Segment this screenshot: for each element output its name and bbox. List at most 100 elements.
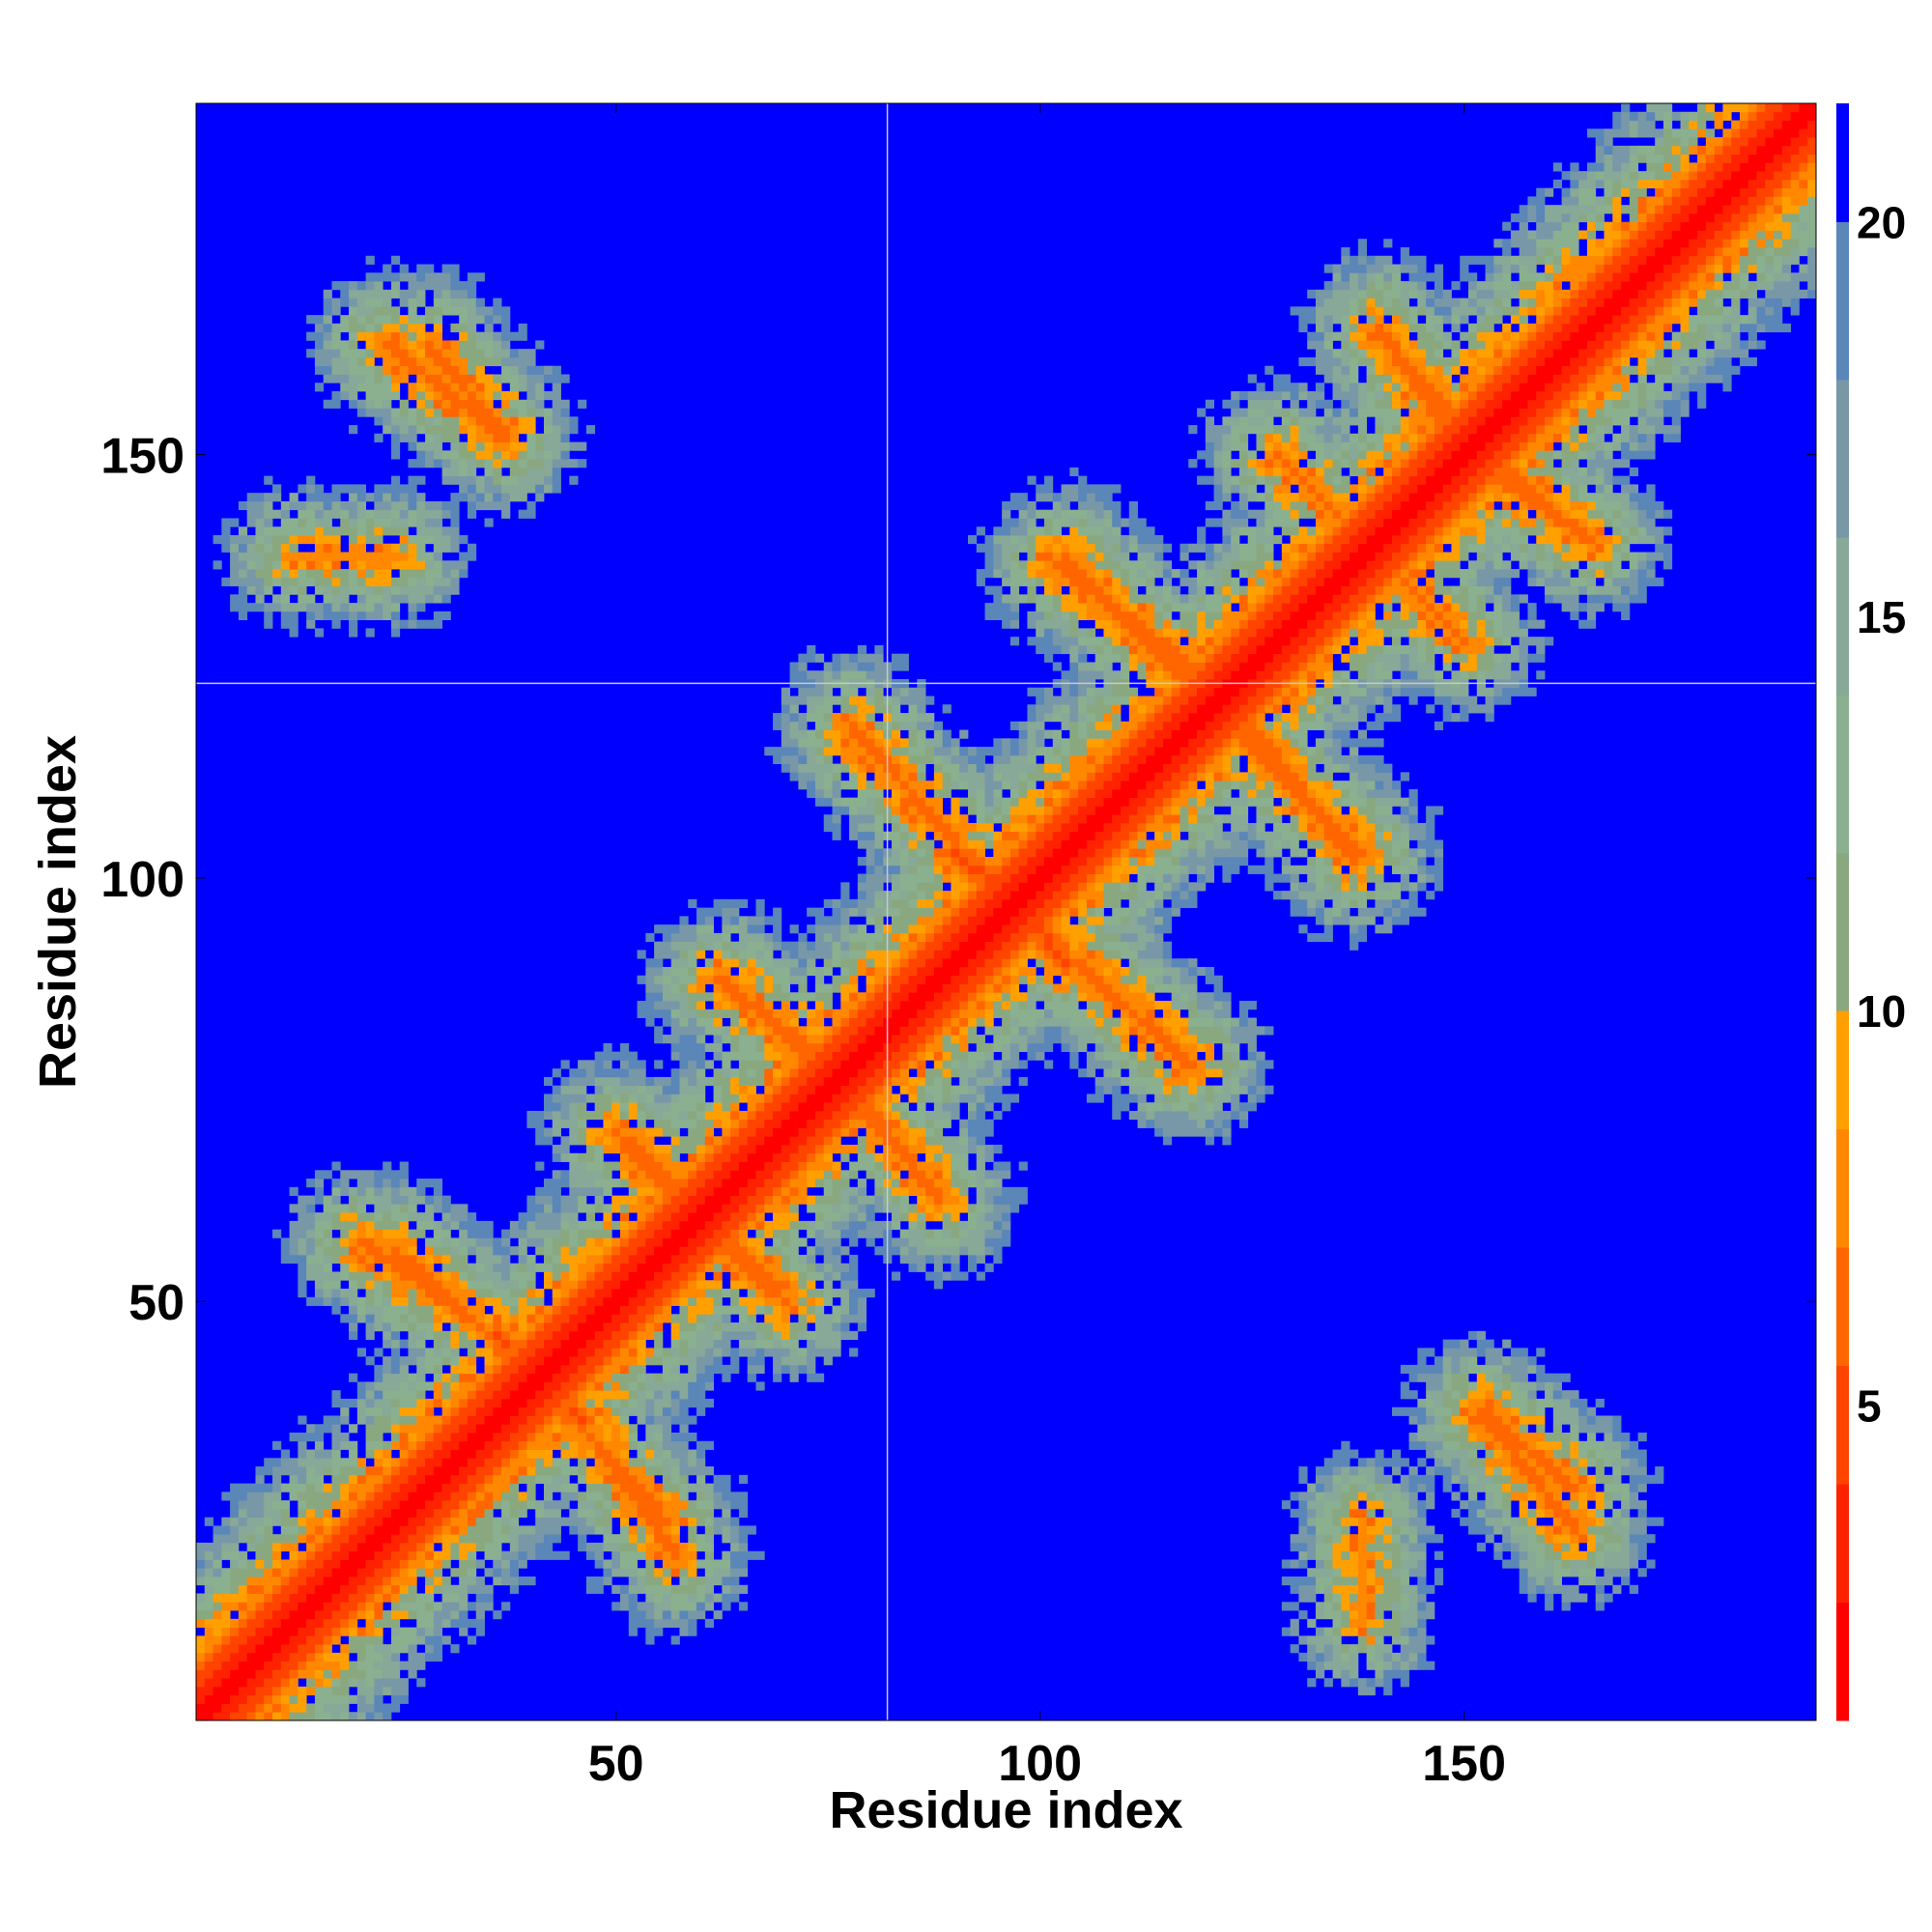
heatmap-cell <box>356 484 366 494</box>
heatmap-cell <box>340 1703 350 1713</box>
heatmap-cell <box>679 1348 689 1357</box>
heatmap-cell <box>314 1170 325 1179</box>
heatmap-cell <box>365 1305 375 1315</box>
heatmap-cell <box>467 1584 477 1594</box>
heatmap-cell <box>645 1466 655 1476</box>
heatmap-cell <box>399 1220 409 1231</box>
heatmap-cell <box>789 1373 799 1382</box>
heatmap-cell <box>459 374 469 384</box>
heatmap-cell <box>654 1517 664 1526</box>
heatmap-cell <box>679 1559 689 1569</box>
heatmap-cell <box>840 1305 850 1315</box>
heatmap-cell <box>365 1466 375 1476</box>
heatmap-cell <box>814 1051 825 1061</box>
heatmap-cell <box>535 1289 545 1298</box>
heatmap-cell <box>501 306 511 316</box>
heatmap-cell <box>331 1610 341 1620</box>
heatmap-cell <box>365 509 375 519</box>
heatmap-cell <box>349 1186 358 1196</box>
heatmap-cell <box>306 1669 316 1679</box>
heatmap-cell <box>823 1263 833 1272</box>
heatmap-cell <box>365 331 375 341</box>
heatmap-cell <box>475 1602 485 1611</box>
heatmap-cell <box>323 1492 332 1501</box>
heatmap-cell <box>264 534 273 545</box>
heatmap-cell <box>840 1280 850 1290</box>
heatmap-cell <box>654 983 664 993</box>
heatmap-cell <box>679 1415 689 1425</box>
heatmap-cell <box>467 1568 477 1577</box>
heatmap-cell <box>679 1398 689 1408</box>
heatmap-cell <box>383 1559 392 1569</box>
heatmap-cell <box>289 1635 298 1645</box>
heatmap-cell <box>383 1229 392 1238</box>
heatmap-cell <box>654 1001 664 1010</box>
heatmap-cell <box>773 1314 782 1323</box>
heatmap-cell <box>230 518 240 527</box>
heatmap-cell <box>747 1296 756 1306</box>
heatmap-cell <box>323 1254 332 1264</box>
heatmap-cell <box>628 1483 638 1492</box>
heatmap-cell <box>230 1559 240 1569</box>
heatmap-cell <box>781 747 791 756</box>
heatmap-cell <box>781 992 791 1002</box>
heatmap-cell <box>306 1492 316 1501</box>
heatmap-cell <box>365 1356 375 1366</box>
heatmap-cell <box>688 1280 697 1290</box>
heatmap-cell <box>526 1373 536 1382</box>
heatmap-cell <box>441 1474 451 1484</box>
heatmap-cell <box>475 272 485 282</box>
heatmap-cell <box>509 408 520 417</box>
heatmap-cell <box>416 399 426 409</box>
heatmap-cell <box>383 1398 392 1408</box>
heatmap-cell <box>450 1348 460 1357</box>
heatmap-cell <box>416 509 426 519</box>
heatmap-cell <box>459 1508 469 1519</box>
heatmap-cell <box>467 543 477 553</box>
heatmap-cell <box>526 408 536 417</box>
heatmap-cell <box>425 1550 435 1560</box>
heatmap-cell <box>493 1271 502 1281</box>
heatmap-cell <box>280 534 290 545</box>
heatmap-cell <box>662 1170 672 1179</box>
heatmap-cell <box>814 1136 825 1146</box>
heatmap-cell <box>518 509 527 519</box>
heatmap-cell <box>230 1568 240 1577</box>
heatmap-cell <box>416 1406 426 1416</box>
heatmap-cell <box>298 1559 307 1569</box>
heatmap-cell <box>670 1179 680 1188</box>
heatmap-cell <box>306 1204 316 1213</box>
heatmap-cell <box>383 315 392 325</box>
heatmap-cell <box>747 1322 756 1332</box>
heatmap-cell <box>798 653 808 663</box>
heatmap-cell <box>408 1661 417 1670</box>
heatmap-cell <box>814 916 825 925</box>
heatmap-cell <box>560 1398 570 1408</box>
heatmap-cell <box>637 1373 646 1382</box>
heatmap-cell <box>340 1618 350 1628</box>
heatmap-cell <box>722 1102 731 1112</box>
heatmap-cell <box>578 1186 587 1196</box>
heatmap-cell <box>628 1602 638 1611</box>
heatmap-cell <box>467 399 477 409</box>
heatmap-cell <box>823 713 833 723</box>
heatmap-cell <box>365 1669 375 1679</box>
heatmap-cell <box>713 1161 723 1171</box>
heatmap-cell <box>255 1508 265 1519</box>
heatmap-cell <box>773 1161 782 1171</box>
heatmap-cell <box>832 788 841 799</box>
heatmap-cell <box>560 1305 570 1315</box>
heatmap-cell <box>238 1508 248 1519</box>
heatmap-cell <box>594 1424 604 1434</box>
heatmap-cell <box>306 484 316 494</box>
heatmap-cell <box>306 518 316 527</box>
heatmap-cell <box>399 1296 409 1306</box>
heatmap-cell <box>213 1644 222 1654</box>
heatmap-cell <box>535 340 545 350</box>
heatmap-cell <box>654 1602 664 1611</box>
heatmap-cell <box>688 1271 697 1281</box>
heatmap-cell <box>390 1534 401 1544</box>
heatmap-cell <box>807 1068 816 1078</box>
heatmap-cell <box>620 1170 630 1179</box>
heatmap-cell <box>390 1305 401 1315</box>
